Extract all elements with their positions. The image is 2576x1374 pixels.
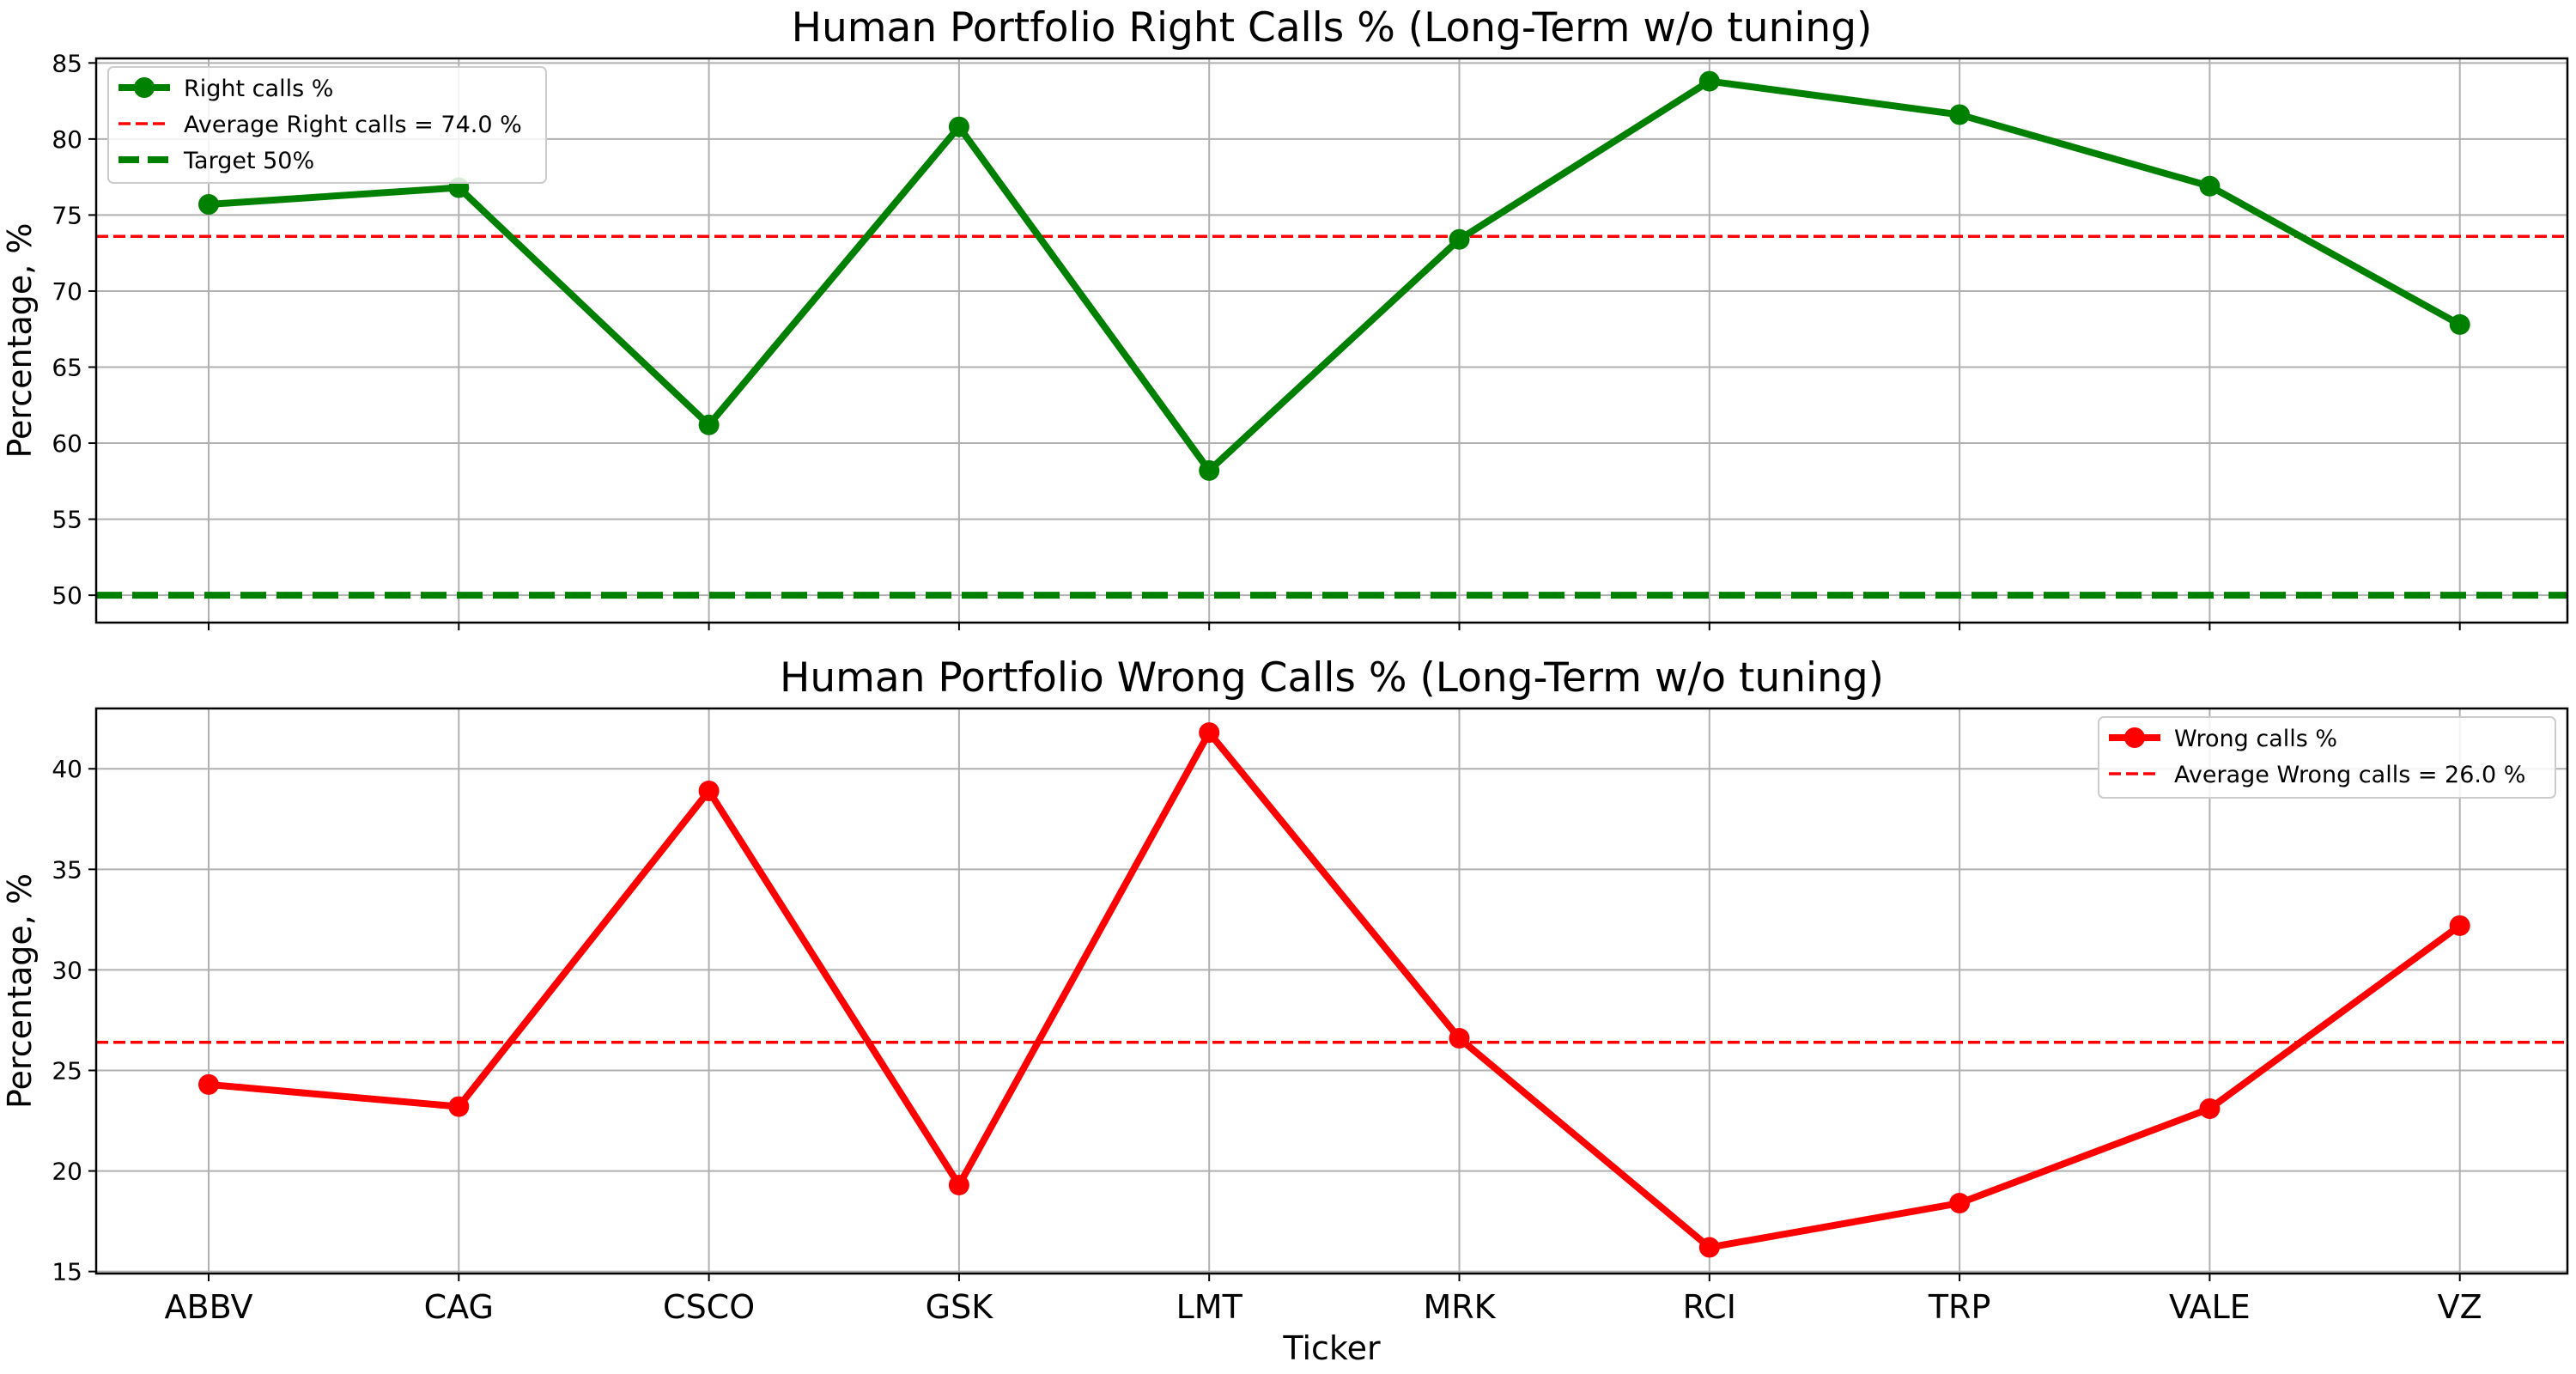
- y-tick-label: 70: [52, 277, 82, 306]
- data-point: [2449, 313, 2470, 335]
- x-tick-label: MRK: [1423, 1288, 1496, 1326]
- data-point: [1199, 459, 1220, 481]
- y-tick-label: 35: [52, 855, 82, 884]
- legend-label: Average Wrong calls = 26.0 %: [2174, 762, 2525, 788]
- x-tick-label: RCI: [1683, 1288, 1736, 1326]
- data-point: [1949, 1193, 1971, 1214]
- y-tick-label: 20: [52, 1158, 82, 1186]
- x-tick-label: CAG: [424, 1288, 494, 1326]
- data-point: [2199, 175, 2221, 197]
- legend-box: [107, 66, 547, 184]
- data-point: [1449, 1028, 1470, 1049]
- y-tick-label: 60: [52, 429, 82, 458]
- data-point: [198, 194, 219, 216]
- data-point: [948, 116, 969, 137]
- legend-label: Target 50%: [183, 148, 314, 174]
- y-tick-label: 30: [52, 956, 82, 984]
- x-tick-label: TRP: [1928, 1288, 1991, 1326]
- plot-frame: [94, 707, 2569, 1275]
- x-tick-label: LMT: [1176, 1288, 1243, 1326]
- legend: Right calls % Average Right calls = 74.0 …: [107, 66, 547, 184]
- legend-box: [2098, 716, 2556, 799]
- x-axis-label: Ticker: [1282, 1329, 1381, 1367]
- legend-marker: [134, 77, 155, 98]
- plot-frame: [94, 57, 2569, 624]
- y-tick-label: 65: [52, 353, 82, 381]
- data-point: [1698, 70, 1720, 92]
- legend-label: Average Right calls = 74.0 %: [184, 112, 522, 138]
- y-axis-label: Percentage, %: [1, 873, 39, 1109]
- y-tick-label: 85: [52, 49, 82, 77]
- data-point: [948, 1174, 969, 1195]
- legend: Wrong calls % Average Wrong calls = 26.0 …: [2098, 716, 2556, 799]
- chart-2: Human Portfolio Wrong Calls % (Long-Term…: [1, 654, 2569, 1367]
- y-axis-label: Percentage, %: [1, 222, 39, 458]
- y-tick-label: 80: [52, 125, 82, 154]
- data-point: [198, 1073, 219, 1095]
- y-tick-label: 50: [52, 581, 82, 610]
- y-tick-label: 75: [52, 201, 82, 229]
- data-point: [2449, 915, 2470, 936]
- chart-title: Human Portfolio Right Calls % (Long-Term…: [792, 4, 1873, 52]
- y-tick-label: 25: [52, 1056, 82, 1085]
- series-line: [208, 77, 2462, 474]
- data-point: [1698, 1237, 1720, 1258]
- y-tick-label: 40: [52, 755, 82, 783]
- data-point: [1449, 228, 1470, 250]
- y-tick-label: 15: [52, 1258, 82, 1286]
- data-point: [1199, 722, 1220, 744]
- data-point: [2199, 1097, 2221, 1119]
- x-tick-label: ABBV: [165, 1288, 253, 1326]
- chart-1: Human Portfolio Right Calls % (Long-Term…: [1, 4, 2569, 630]
- legend-marker: [2124, 727, 2145, 748]
- series-line: [208, 729, 2463, 1251]
- x-tick-label: VZ: [2438, 1288, 2482, 1326]
- legend-label: Right calls %: [184, 76, 333, 102]
- data-point: [698, 414, 720, 435]
- chart-title: Human Portfolio Wrong Calls % (Long-Term…: [780, 654, 1884, 702]
- x-tick-label: CSCO: [663, 1288, 755, 1326]
- data-point: [1949, 104, 1971, 125]
- legend-label: Wrong calls %: [2174, 726, 2337, 752]
- x-tick-label: VALE: [2169, 1288, 2251, 1326]
- y-tick-label: 55: [52, 506, 82, 534]
- data-point: [448, 1096, 470, 1117]
- x-tick-label: GSK: [926, 1288, 994, 1326]
- data-point: [698, 781, 720, 802]
